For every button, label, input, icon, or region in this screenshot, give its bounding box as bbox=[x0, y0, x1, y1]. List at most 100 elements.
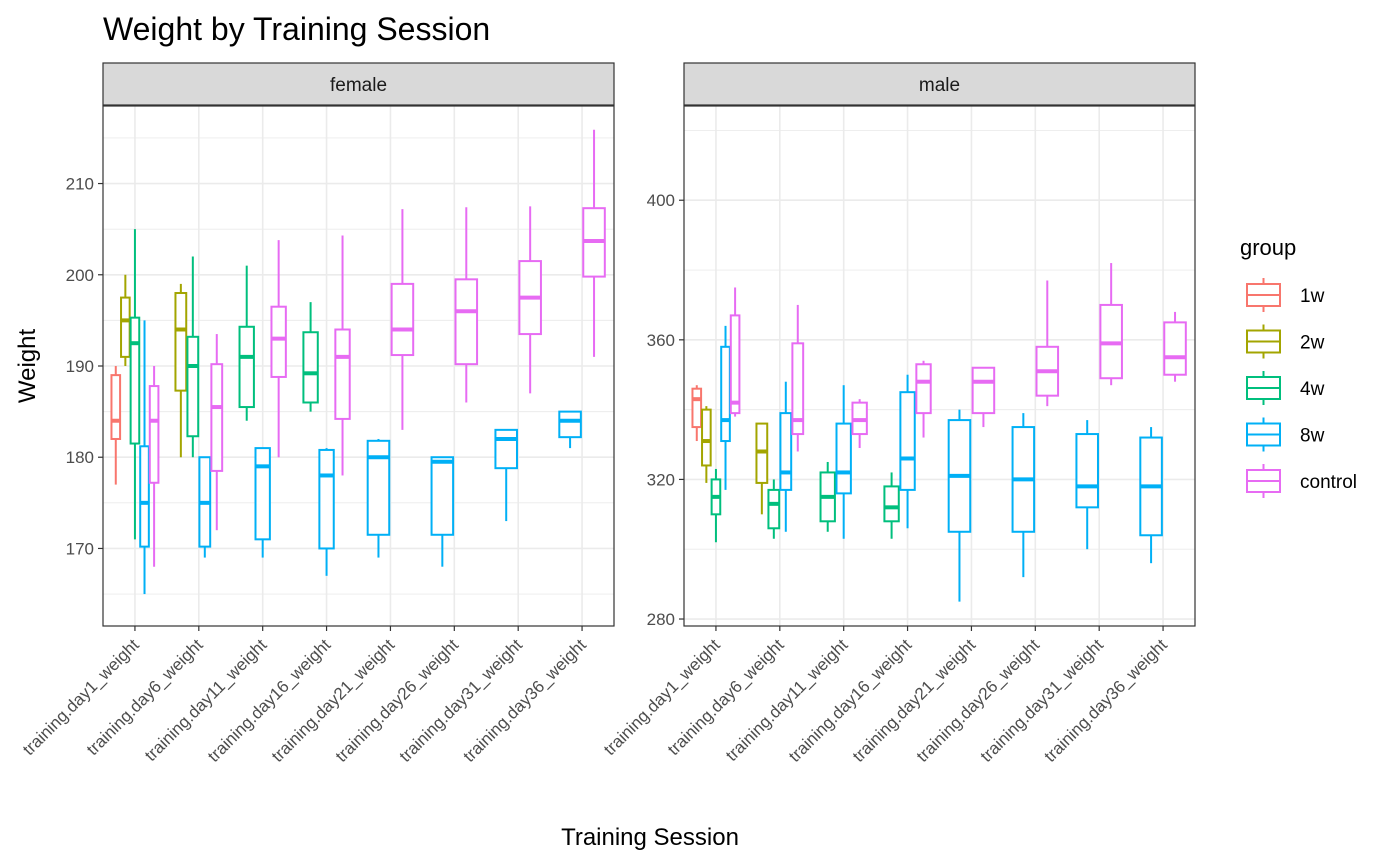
boxplot-control-training.day6_weight bbox=[210, 334, 224, 531]
box-iqr bbox=[186, 335, 200, 438]
boxplot-control-training.day26_weight bbox=[1035, 280, 1060, 407]
boxplot-4w-training.day6_weight bbox=[186, 256, 200, 458]
box-iqr bbox=[334, 328, 351, 420]
box-iqr bbox=[701, 408, 712, 467]
boxplot-control-training.day16_weight bbox=[334, 235, 351, 476]
boxplot-control-training.day21_weight bbox=[390, 209, 415, 430]
y-tick-label: 400 bbox=[647, 191, 675, 210]
boxplot-control-training.day11_weight bbox=[851, 399, 868, 449]
boxplot-8w-training.day11_weight bbox=[254, 447, 271, 558]
box-iqr bbox=[110, 374, 122, 440]
boxplot-8w-training.day21_weight bbox=[947, 409, 972, 602]
y-tick-label: 190 bbox=[66, 357, 94, 376]
box-iqr bbox=[270, 305, 287, 378]
boxplot-2w-training.day1_weight bbox=[701, 406, 712, 483]
facet-strip bbox=[102, 62, 615, 106]
boxplot-8w-training.day26_weight bbox=[1011, 413, 1036, 578]
box-iqr bbox=[174, 292, 188, 392]
box-iqr bbox=[139, 445, 150, 548]
boxplot-8w-training.day16_weight bbox=[318, 448, 335, 576]
box-iqr bbox=[729, 314, 741, 415]
facet-strip bbox=[683, 62, 1196, 106]
boxplot-4w-training.day11_weight bbox=[238, 265, 255, 421]
boxplot-8w-training.day26_weight bbox=[430, 456, 455, 567]
box-iqr bbox=[1075, 433, 1099, 509]
legend-label: 8w bbox=[1300, 426, 1325, 447]
boxplot-8w-training.day31_weight bbox=[1075, 420, 1099, 550]
boxplot-control-training.day16_weight bbox=[915, 360, 932, 438]
box-iqr bbox=[390, 282, 415, 357]
boxplot-4w-training.day16_weight bbox=[883, 472, 900, 539]
legend-item-2w: 2w bbox=[1246, 324, 1325, 359]
boxplot-8w-training.day1_weight bbox=[139, 320, 150, 595]
box-iqr bbox=[254, 447, 271, 541]
boxplot-2w-training.day6_weight bbox=[755, 422, 769, 515]
boxplot-8w-training.day6_weight bbox=[198, 456, 212, 558]
box-iqr bbox=[1163, 321, 1187, 376]
boxplot-8w-training.day16_weight bbox=[899, 374, 916, 529]
boxplot-control-training.day1_weight bbox=[148, 366, 160, 567]
legend-item-8w: 8w bbox=[1246, 417, 1325, 452]
box-iqr bbox=[210, 363, 224, 472]
box-iqr bbox=[915, 363, 932, 415]
box-iqr bbox=[791, 342, 805, 436]
legend-item-4w: 4w bbox=[1246, 371, 1325, 405]
box-iqr bbox=[148, 385, 160, 484]
legend-title: group bbox=[1240, 235, 1296, 260]
box-iqr bbox=[129, 316, 141, 445]
box-iqr bbox=[835, 422, 852, 495]
y-axis-label: Weight bbox=[14, 329, 41, 404]
box-iqr bbox=[366, 439, 391, 536]
boxplot-8w-training.day31_weight bbox=[494, 428, 518, 522]
box-iqr bbox=[454, 278, 479, 366]
boxplot-4w-training.day1_weight bbox=[710, 468, 722, 543]
boxplot-control-training.day36_weight bbox=[582, 129, 606, 357]
boxplot-4w-training.day11_weight bbox=[819, 461, 836, 532]
legend-label: 2w bbox=[1300, 333, 1325, 354]
box-iqr bbox=[971, 366, 996, 415]
legend-label: 1w bbox=[1300, 286, 1325, 307]
box-iqr bbox=[899, 391, 916, 491]
y-tick-label: 180 bbox=[66, 448, 94, 467]
boxplot-control-training.day26_weight bbox=[454, 207, 479, 403]
boxplot-8w-training.day36_weight bbox=[558, 410, 582, 449]
box-iqr bbox=[302, 331, 319, 404]
boxplot-4w-training.day16_weight bbox=[302, 302, 319, 412]
boxplot-8w-training.day21_weight bbox=[366, 438, 391, 558]
boxplot-control-training.day6_weight bbox=[791, 304, 805, 452]
box-iqr bbox=[883, 485, 900, 523]
box-iqr bbox=[720, 345, 731, 443]
box-iqr bbox=[558, 410, 582, 439]
legend-item-control: control bbox=[1246, 464, 1357, 498]
box-iqr bbox=[430, 456, 455, 536]
legend-label: control bbox=[1300, 472, 1357, 493]
boxplot-4w-training.day6_weight bbox=[767, 479, 781, 539]
boxplot-8w-training.day6_weight bbox=[779, 381, 793, 532]
boxplot-2w-training.day6_weight bbox=[174, 283, 188, 458]
y-tick-label: 210 bbox=[66, 175, 94, 194]
legend-label: 4w bbox=[1300, 379, 1325, 400]
boxplot-control-training.day31_weight bbox=[1099, 263, 1123, 386]
boxplot-1w-training.day1_weight bbox=[691, 385, 703, 442]
boxplot-control-training.day21_weight bbox=[971, 366, 996, 428]
box-iqr bbox=[238, 325, 255, 409]
y-tick-label: 320 bbox=[647, 470, 675, 489]
boxplot-4w-training.day1_weight bbox=[129, 229, 141, 540]
y-tick-label: 280 bbox=[647, 610, 675, 629]
y-tick-label: 200 bbox=[66, 266, 94, 285]
legend: group 1w 2w 4w 8w control bbox=[1240, 235, 1357, 498]
panel-border bbox=[683, 105, 1196, 627]
box-iqr bbox=[494, 428, 518, 470]
boxplot-control-training.day11_weight bbox=[270, 240, 287, 458]
legend-item-1w: 1w bbox=[1246, 278, 1325, 312]
y-tick-label: 360 bbox=[647, 331, 675, 350]
box-iqr bbox=[767, 488, 781, 530]
box-iqr bbox=[318, 448, 335, 550]
facet-strip-label: male bbox=[919, 75, 960, 96]
box-iqr bbox=[779, 412, 793, 491]
x-axis-label: Training Session bbox=[561, 824, 739, 851]
box-iqr bbox=[120, 296, 131, 358]
boxplot-8w-training.day36_weight bbox=[1139, 427, 1163, 564]
boxplot-control-training.day36_weight bbox=[1163, 311, 1187, 382]
y-tick-label: 170 bbox=[66, 539, 94, 558]
